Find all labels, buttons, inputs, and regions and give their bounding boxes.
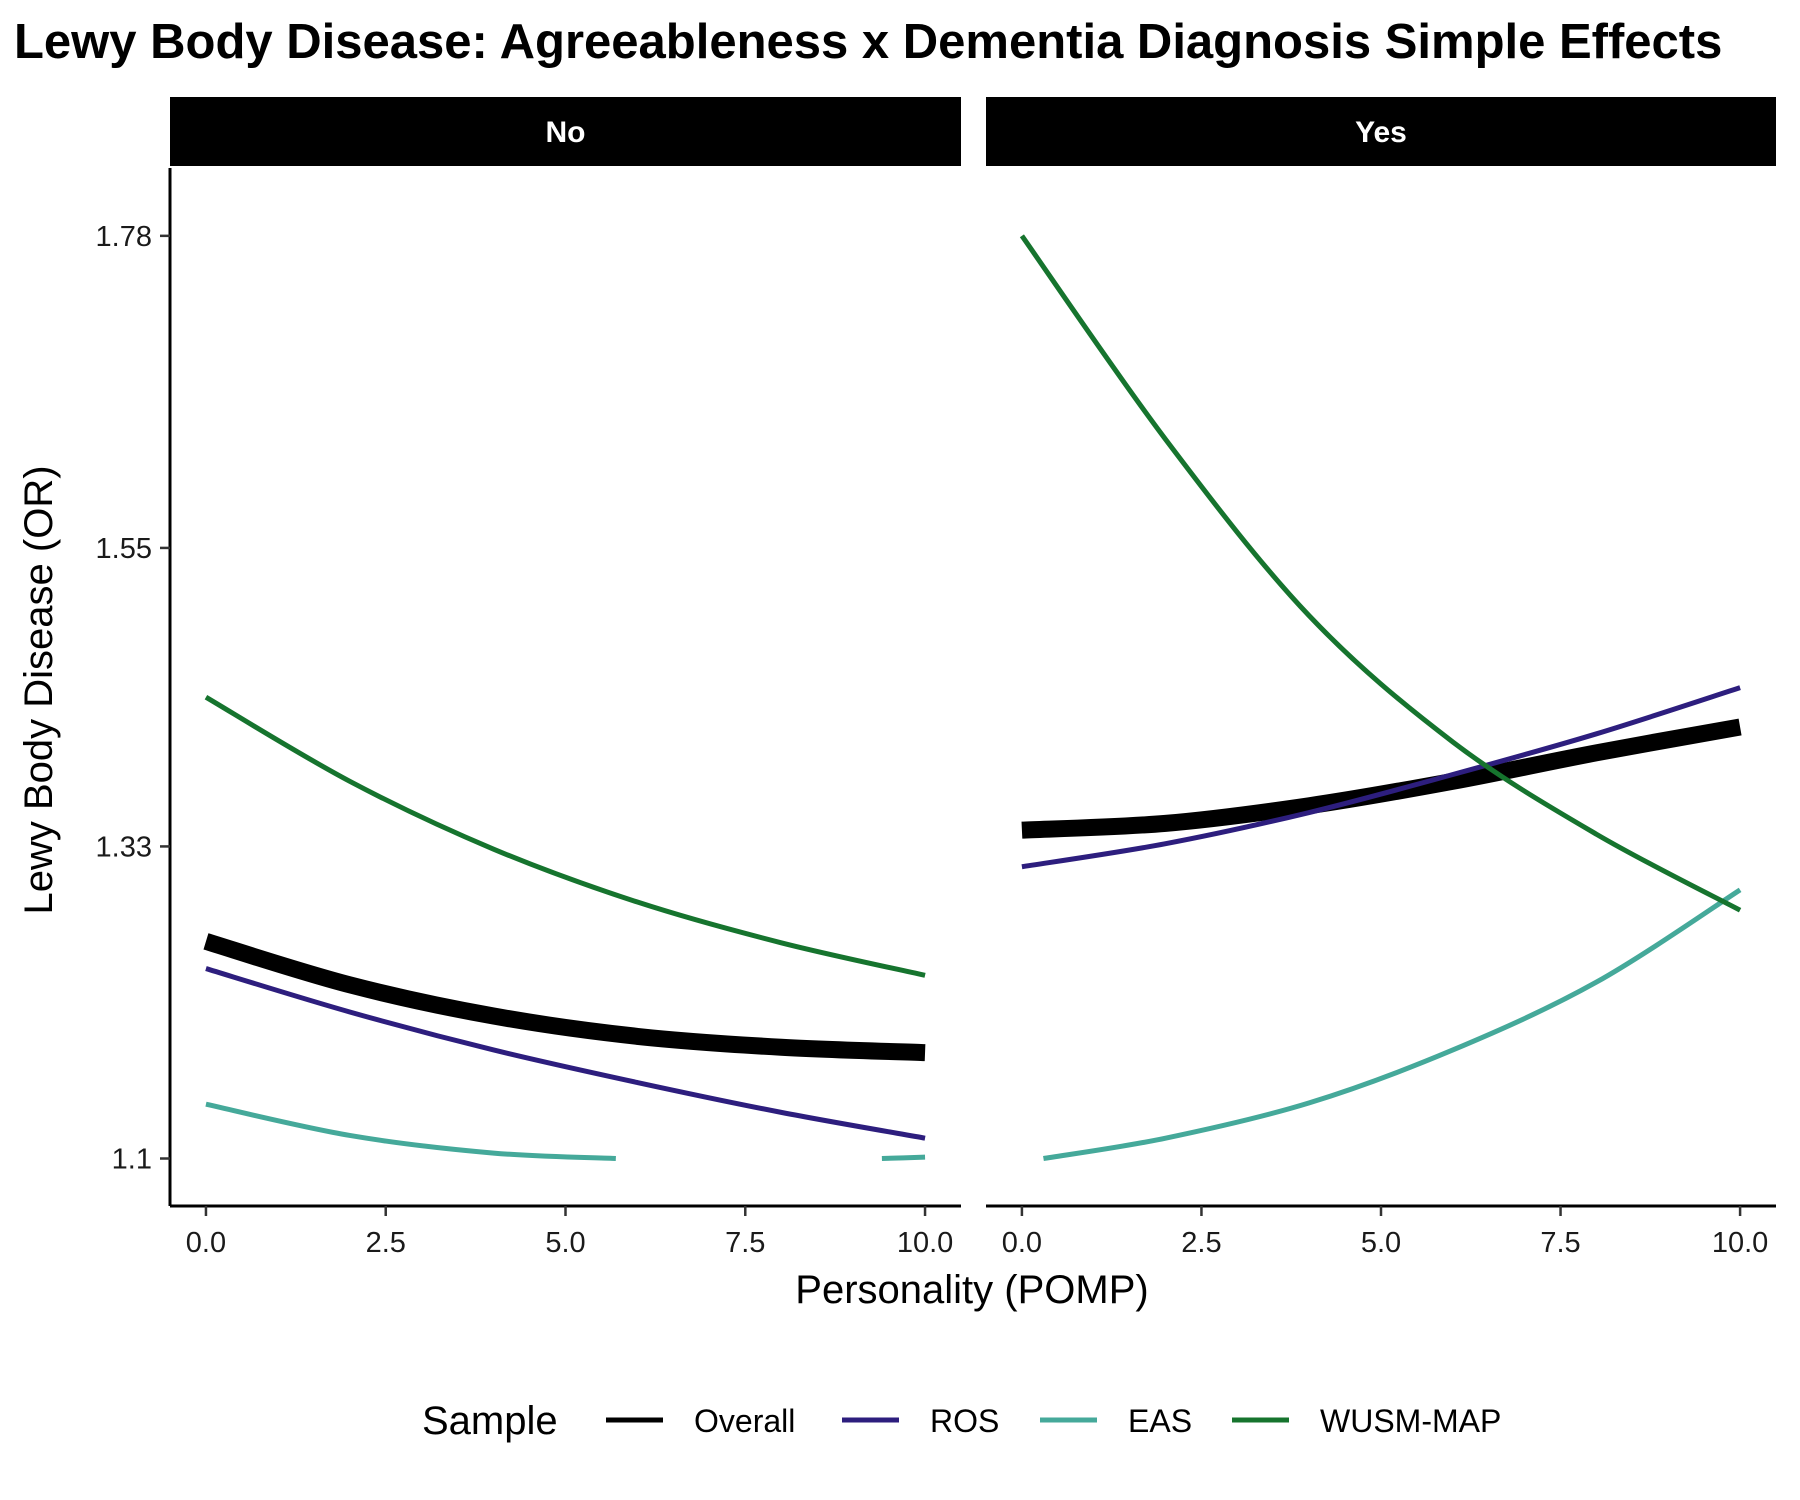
series-line-eas-no [205, 1101, 616, 1162]
legend-title: Sample [422, 1399, 558, 1443]
y-axis-title: Lewy Body Disease (OR) [17, 465, 61, 914]
strip-label-no: No [546, 116, 586, 149]
panel-no: No 0.0 2.5 5.0 7.5 10.0 1.1 1.33 1.55 1.78 [96, 97, 961, 1259]
series-line-ros-no [205, 966, 926, 1141]
x-axis-title: Personality (POMP) [795, 1268, 1148, 1312]
series-line-wusm-map-no [204, 695, 926, 978]
legend-label-wusm-map: WUSM-MAP [1320, 1403, 1501, 1439]
x-tick-label: 7.5 [725, 1227, 765, 1259]
x-tick-label: 2.5 [366, 1227, 406, 1259]
x-tick-label: 0.0 [186, 1227, 226, 1259]
series-line-ros-yes [1021, 685, 1741, 870]
strip-yes [986, 97, 1776, 166]
chart-title: Lewy Body Disease: Agreeableness x Demen… [14, 15, 1723, 69]
panel-yes: Yes 0.0 2.5 5.0 7.5 10.0 [986, 97, 1776, 1259]
series-line-wusm-map-yes [1019, 234, 1742, 913]
x-tick-label: 10.0 [1712, 1227, 1768, 1259]
series-line-eas-no [881, 1154, 926, 1162]
x-tick-label: 10.0 [897, 1227, 953, 1259]
x-tick-label: 2.5 [1181, 1227, 1221, 1259]
x-tick-label: 5.0 [1361, 1227, 1401, 1259]
y-tick-label: 1.78 [96, 221, 152, 253]
y-tick-label: 1.33 [96, 831, 152, 863]
x-tick-label: 5.0 [545, 1227, 585, 1259]
legend-item-overall: Overall [606, 1403, 795, 1439]
legend-label-ros: ROS [930, 1403, 999, 1439]
y-tick-label: 1.55 [96, 533, 152, 565]
strip-no [170, 97, 961, 166]
legend-label-overall: Overall [694, 1403, 795, 1439]
legend-item-wusm-map: WUSM-MAP [1232, 1403, 1501, 1439]
legend: Sample Overall ROS EAS WUSM-MAP [422, 1399, 1501, 1443]
strip-label-yes: Yes [1355, 116, 1407, 149]
series-line-overall-no [203, 933, 926, 1062]
legend-item-ros: ROS [842, 1403, 999, 1439]
legend-item-eas: EAS [1040, 1403, 1192, 1439]
x-tick-label: 7.5 [1540, 1227, 1580, 1259]
x-tick-label: 0.0 [1002, 1227, 1042, 1259]
series-line-eas-yes [1043, 887, 1742, 1161]
legend-label-eas: EAS [1128, 1403, 1192, 1439]
y-tick-label: 1.1 [112, 1144, 152, 1176]
series-line-overall-yes [1021, 718, 1742, 839]
